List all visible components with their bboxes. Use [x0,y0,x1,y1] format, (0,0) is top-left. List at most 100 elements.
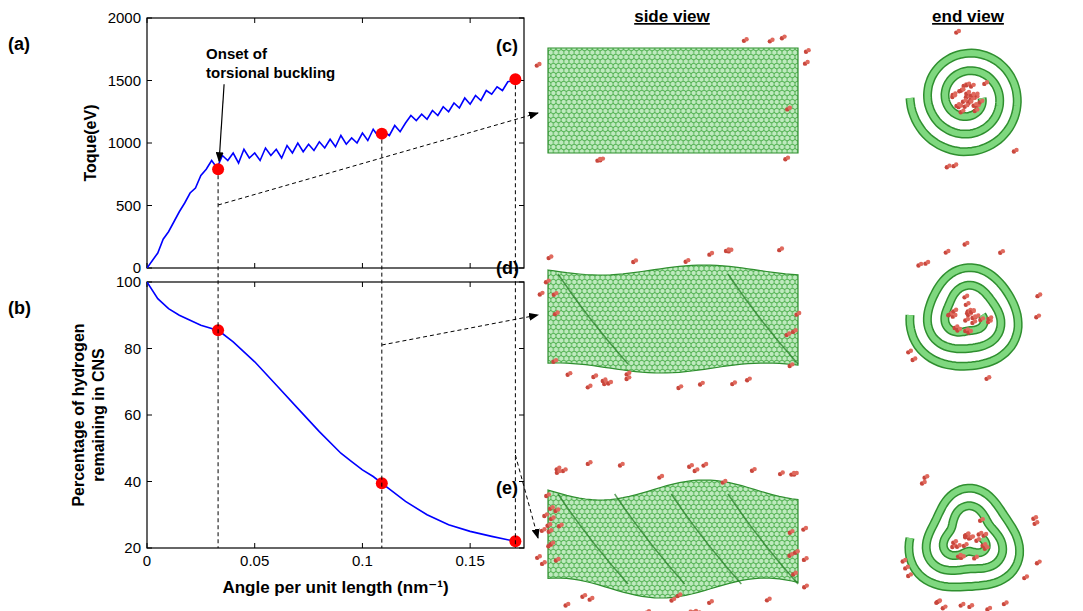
hydrogen-atom [767,597,771,601]
hydrogen-atom [926,260,930,264]
x-tick-label: 0.15 [456,552,485,569]
hydrogen-atom [744,37,748,41]
x-tick [254,18,255,23]
chart-panel: 2040608010000.050.10.15Percentage of hyd… [8,273,524,597]
y-tick-label: 1500 [108,72,141,89]
hydrogen-atom [583,593,587,597]
hydrogen-atom [974,102,978,106]
x-tick-label: 0.1 [352,552,373,569]
hydrogen-atom [965,294,969,298]
hydrogen-atom [954,162,958,166]
hydrogen-atom [563,467,567,471]
view-header: side view [634,7,710,26]
twist-fold [671,494,741,584]
hydrogen-atom [958,553,962,557]
hydrogen-atom [1001,249,1005,253]
panel-label: (b) [8,298,31,318]
y-axis-title-line: Toque(eV) [82,104,99,181]
y-axis-title-line: remaining in CNS [90,348,107,482]
hydrogen-atom [805,60,809,64]
chart-panel: 0500100015002000Toque(eV)(a)Onset oftors… [8,9,524,276]
y-axis-title-line: Percentage of hydrogen [70,323,87,506]
hydrogen-atom [710,251,714,255]
nanotube-end-outline [910,53,1017,152]
hydrogen-atom [958,327,962,331]
hydrogen-atom [981,517,985,521]
annotation-line: torsional buckling [206,64,335,81]
hydrogen-atom [963,98,967,102]
x-tick [254,543,255,548]
hydrogen-atom [966,531,970,535]
hydrogen-atom [1014,148,1018,152]
hydrogen-atom [957,102,961,106]
hydrogen-atom [542,527,546,531]
y-tick [519,348,524,349]
hydrogen-atom [957,543,961,547]
hydrogen-atom [568,371,572,375]
hydrogen-atom [540,291,544,295]
hydrogen-atom [723,479,727,483]
hydrogen-atom [538,554,542,558]
y-tick [519,143,524,144]
hydrogen-atom [1025,574,1029,578]
panel-label: (d) [496,258,519,278]
hydrogen-atom [954,539,958,543]
hydrogen-atom [548,522,552,526]
hydrogen-atom [966,317,970,321]
hydrogen-atom [965,103,969,107]
y-tick [519,415,524,416]
hydrogen-atom [793,328,797,332]
y-tick [519,205,524,206]
hydrogen-atom [609,380,613,384]
hydrogen-atom [938,598,942,602]
hydrogen-atom [975,555,979,559]
hydrogen-atom [780,246,784,250]
hydrogen-atom [556,507,560,511]
twist-fold [728,494,798,584]
data-point [509,73,521,85]
hydrogen-atom [733,380,737,384]
hydrogen-atom [627,371,631,375]
hydrogen-atom [792,471,796,475]
twist-fold [558,494,628,584]
panel-label: (c) [496,36,518,56]
hydrogen-atom [961,87,965,91]
hydrogen-atom [752,467,756,471]
hydrogen-atom [961,108,965,112]
structure-panel: (c) [218,29,1019,205]
hydrogen-atom [788,106,792,110]
hydrogen-atom [806,48,810,52]
y-tick [147,143,152,144]
hydrogen-atom [987,375,991,379]
y-tick [519,282,524,283]
plot-frame [147,18,524,268]
y-tick [147,415,152,416]
hydrogen-atom [554,358,558,362]
hydrogen-atom [964,542,968,546]
twist-fold [558,274,628,364]
nanotube-end-outline [909,488,1020,587]
hydrogen-atom [988,606,992,610]
hydrogen-atom [954,308,958,312]
x-tick [362,543,363,548]
panel-arrow [382,315,538,345]
nanotube-side [548,48,798,153]
y-tick-label: 80 [124,340,141,357]
y-tick-label: 100 [116,273,141,290]
hydrogen-atom [566,602,570,606]
y-tick [519,481,524,482]
hydrogen-atom [1035,520,1039,524]
hydrogen-atom [903,558,907,562]
hydrogen-atom [770,38,774,42]
x-tick [147,18,148,23]
hydrogen-atom [551,540,555,544]
hydrogen-atom [672,597,676,601]
hydrogen-atom [1004,600,1008,604]
twist-fold [615,494,685,584]
data-line [147,282,515,541]
x-tick [470,543,471,548]
x-tick [470,18,471,23]
hydrogen-atom [909,572,913,576]
hydrogen-atom [554,291,558,295]
hydrogen-atom [957,29,961,33]
